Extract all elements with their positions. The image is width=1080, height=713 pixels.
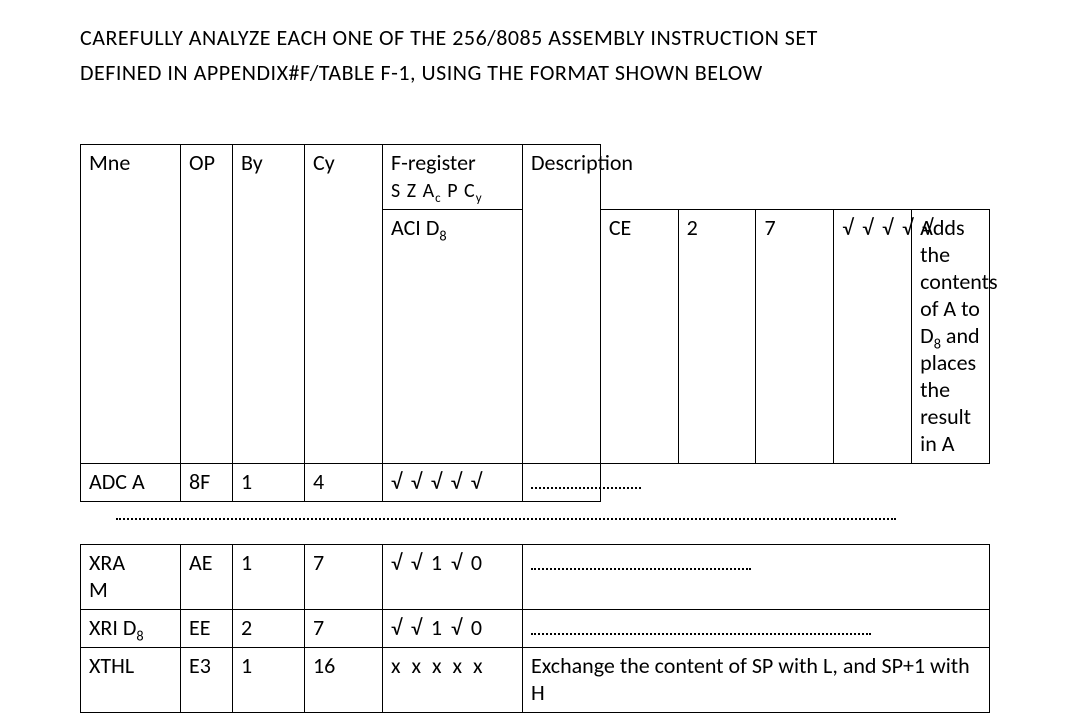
cell-flags: x x x x x xyxy=(383,648,523,713)
col-cy: Cy xyxy=(305,145,383,464)
cell-by: 1 xyxy=(233,464,305,502)
cell-by: 1 xyxy=(233,648,305,713)
mne-sub: 8 xyxy=(439,227,446,245)
page: CAREFULLY ANALYZE EACH ONE OF THE 256/80… xyxy=(0,0,1080,713)
cell-desc xyxy=(523,610,990,648)
cell-mne: XRI D8 xyxy=(81,610,181,648)
table-row: ADC A 8F 1 4 √ √ √ √ √ xyxy=(81,464,990,502)
cell-mne: ACI D8 xyxy=(383,210,523,464)
mne-text: ACI D xyxy=(391,214,439,241)
mne-line1: XRA xyxy=(89,549,125,576)
cell-desc xyxy=(523,545,990,610)
table-gap-dots xyxy=(116,518,896,520)
instruction-table-top: Mne OP By Cy F-register S Z Ac P Cy Desc… xyxy=(80,144,990,502)
cell-flags: √ √ 1 √ 0 xyxy=(383,610,523,648)
cell-by: 2 xyxy=(233,610,305,648)
cell-flags: √ √ 1 √ 0 xyxy=(383,545,523,610)
cell-op: AE xyxy=(181,545,233,610)
cell-desc: Exchange the content of SP with L, and S… xyxy=(523,648,990,713)
cell-by: 1 xyxy=(233,545,305,610)
cell-desc: Adds the contents of A to D8 and places … xyxy=(912,210,990,464)
desc-placeholder-dots xyxy=(531,472,641,489)
cell-cy: 4 xyxy=(305,464,383,502)
cell-mne: ADC A xyxy=(81,464,181,502)
desc-placeholder-dots xyxy=(531,553,751,570)
table-row: XTHL E3 1 16 x x x x x Exchange the cont… xyxy=(81,648,990,713)
cell-op: CE xyxy=(600,210,678,464)
col-by: By xyxy=(233,145,305,464)
col-description: Description xyxy=(523,145,601,464)
col-op: OP xyxy=(181,145,233,464)
heading-line-1: CAREFULLY ANALYZE EACH ONE OF THE 256/80… xyxy=(80,24,818,51)
cell-op: EE xyxy=(181,610,233,648)
col-mne: Mne xyxy=(81,145,181,464)
cell-cy: 7 xyxy=(756,210,834,464)
cell-op: 8F xyxy=(181,464,233,502)
col-f-register: F-register S Z Ac P Cy xyxy=(383,145,523,210)
table-row: XRI D8 EE 2 7 √ √ 1 √ 0 xyxy=(81,610,990,648)
cell-cy: 16 xyxy=(305,648,383,713)
cell-cy: 7 xyxy=(305,545,383,610)
table-row: XRA M AE 1 7 √ √ 1 √ 0 xyxy=(81,545,990,610)
cell-cy: 7 xyxy=(305,610,383,648)
cell-desc xyxy=(523,464,601,502)
cell-mne: XTHL xyxy=(81,648,181,713)
freg-title: F-register xyxy=(391,149,476,176)
freg-subheader: S Z Ac P Cy xyxy=(391,179,483,203)
mne-sub: 8 xyxy=(136,627,143,645)
heading-line-2: DEFINED IN APPENDIX#F/TABLE F-1, USING T… xyxy=(80,59,763,86)
cell-flags: √ √ √ √ √ xyxy=(834,210,912,464)
cell-by: 2 xyxy=(678,210,756,464)
cell-mne: XRA M xyxy=(81,545,181,610)
mne-line2: M xyxy=(89,576,108,603)
cell-op: E3 xyxy=(181,648,233,713)
table-header-row: Mne OP By Cy F-register S Z Ac P Cy Desc… xyxy=(81,145,990,210)
instruction-heading: CAREFULLY ANALYZE EACH ONE OF THE 256/80… xyxy=(80,20,1000,90)
instruction-table-bottom: XRA M AE 1 7 √ √ 1 √ 0 XRI D8 EE 2 7 √ √… xyxy=(80,544,990,713)
cell-flags: √ √ √ √ √ xyxy=(383,464,523,502)
mne-text: XRI D xyxy=(89,614,136,641)
